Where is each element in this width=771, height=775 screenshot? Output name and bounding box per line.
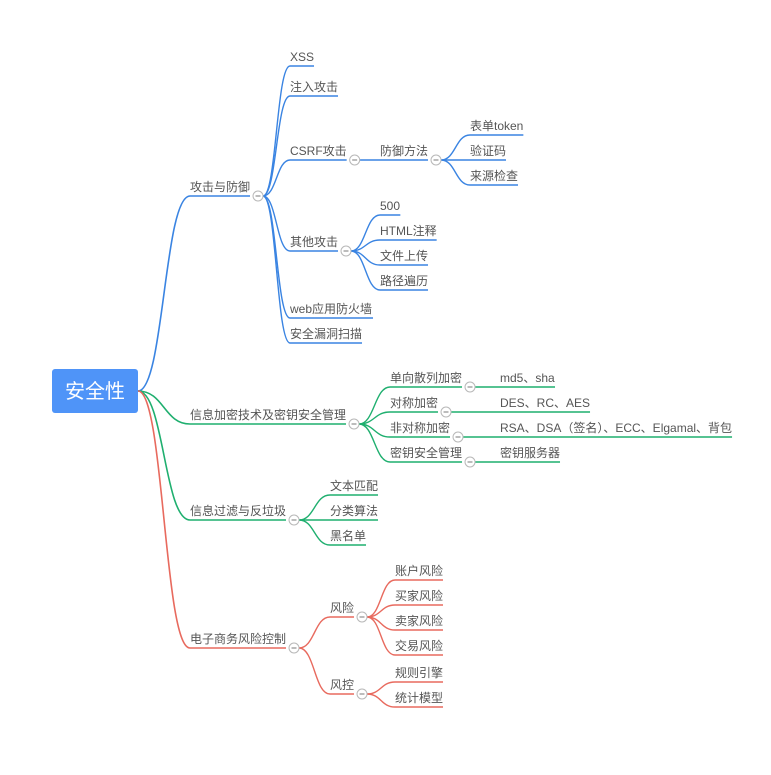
connector bbox=[263, 96, 290, 196]
root-connector bbox=[138, 391, 190, 648]
node-label[interactable]: XSS bbox=[290, 50, 314, 64]
node-label[interactable]: web应用防火墙 bbox=[289, 301, 372, 316]
node-label[interactable]: 交易风险 bbox=[395, 638, 443, 653]
connector bbox=[367, 694, 395, 707]
connector bbox=[441, 135, 470, 160]
node-label[interactable]: 单向散列加密 bbox=[390, 370, 462, 385]
node-label[interactable]: DES、RC、AES bbox=[500, 396, 590, 410]
branch-label[interactable]: 信息加密技术及密钥安全管理 bbox=[190, 407, 346, 422]
node-label[interactable]: 密钥服务器 bbox=[500, 445, 560, 460]
node-label[interactable]: 其他攻击 bbox=[290, 235, 338, 249]
node-label[interactable]: HTML注释 bbox=[380, 223, 437, 238]
node-label[interactable]: 风控 bbox=[330, 678, 354, 692]
node-label[interactable]: 账户风险 bbox=[395, 563, 443, 578]
connector bbox=[299, 648, 330, 694]
node-label[interactable]: 统计模型 bbox=[395, 691, 443, 705]
root-label: 安全性 bbox=[65, 380, 125, 403]
node-label[interactable]: 文本匹配 bbox=[330, 478, 378, 493]
branch-label[interactable]: 攻击与防御 bbox=[190, 179, 250, 194]
node-label[interactable]: 卖家风险 bbox=[395, 613, 443, 628]
node-label[interactable]: 规则引擎 bbox=[395, 665, 443, 680]
connector bbox=[441, 160, 470, 185]
node-label[interactable]: 500 bbox=[380, 199, 400, 213]
connector bbox=[263, 196, 290, 318]
node-label[interactable]: 防御方法 bbox=[380, 143, 428, 158]
node-label[interactable]: 密钥安全管理 bbox=[390, 445, 462, 460]
connector bbox=[299, 495, 330, 520]
branch-label[interactable]: 信息过滤与反垃圾 bbox=[190, 503, 286, 518]
branch-label[interactable]: 电子商务风险控制 bbox=[190, 631, 286, 646]
node-label[interactable]: 文件上传 bbox=[380, 248, 428, 263]
root-connector bbox=[138, 391, 190, 520]
node-label[interactable]: 表单token bbox=[470, 119, 523, 133]
node-label[interactable]: 分类算法 bbox=[330, 503, 378, 518]
node-label[interactable]: 验证码 bbox=[470, 143, 506, 158]
node-label[interactable]: 安全漏洞扫描 bbox=[290, 326, 362, 341]
node-label[interactable]: 风险 bbox=[330, 600, 354, 615]
connector bbox=[367, 682, 395, 694]
node-label[interactable]: 对称加密 bbox=[390, 395, 438, 410]
node-label[interactable]: 路径遍历 bbox=[380, 273, 428, 288]
nodes-layer: 安全性 攻击与防御 XSS 注入攻击 CSRF攻击 防御方法 表单token 验证码来源检查其… bbox=[52, 50, 732, 705]
node-label[interactable]: 非对称加密 bbox=[390, 420, 450, 435]
node-label[interactable]: 注入攻击 bbox=[290, 79, 338, 94]
node-label[interactable]: 黑名单 bbox=[330, 528, 366, 543]
mindmap-canvas: 安全性 攻击与防御 XSS 注入攻击 CSRF攻击 防御方法 表单token 验证码来源检查其… bbox=[0, 0, 771, 775]
node-label[interactable]: md5、sha bbox=[500, 371, 555, 385]
node-label[interactable]: 买家风险 bbox=[395, 588, 443, 603]
connector bbox=[263, 196, 290, 343]
connector bbox=[351, 251, 380, 290]
connector bbox=[299, 520, 330, 545]
node-label[interactable]: CSRF攻击 bbox=[290, 144, 347, 158]
root-connector bbox=[138, 196, 190, 391]
node-label[interactable]: 来源检查 bbox=[470, 168, 518, 183]
connector bbox=[299, 617, 330, 648]
connector bbox=[263, 196, 290, 251]
node-label[interactable]: RSA、DSA（签名）、ECC、Elgamal、背包 bbox=[500, 420, 732, 435]
